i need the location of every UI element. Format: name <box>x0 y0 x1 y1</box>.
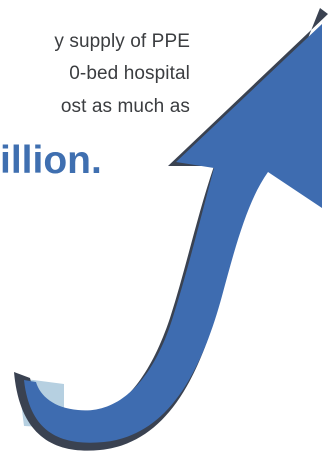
callout-text: y supply of PPE 0-bed hospital ost as mu… <box>0 0 190 200</box>
callout-line-3: ost as much as <box>60 96 190 117</box>
callout-line-2: 0-bed hospital <box>69 63 190 84</box>
arrow-body <box>24 24 322 443</box>
callout-highlight: illion. <box>0 139 102 182</box>
callout-line-1: y supply of PPE <box>54 31 190 52</box>
